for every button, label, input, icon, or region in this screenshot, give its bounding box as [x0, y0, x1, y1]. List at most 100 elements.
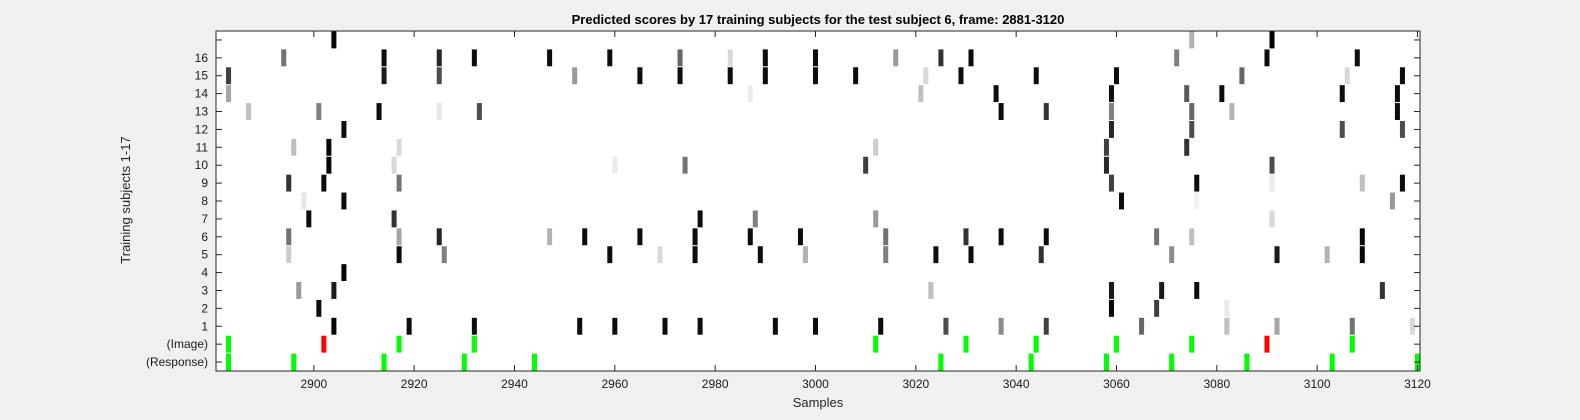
- score-cell: [812, 49, 818, 67]
- score-cell: [1229, 103, 1235, 120]
- x-axis-label: Samples: [793, 395, 844, 410]
- y-tick-label: 16: [195, 51, 209, 65]
- score-cell: [471, 49, 477, 67]
- score-cell: [1184, 85, 1190, 103]
- response-mark: [226, 353, 232, 371]
- score-cell: [772, 317, 778, 335]
- score-cell: [396, 246, 402, 264]
- score-cell: [381, 67, 387, 85]
- score-cell: [1399, 120, 1405, 138]
- score-cell: [993, 85, 999, 103]
- y-tick-label: 5: [201, 248, 208, 262]
- y-tick-label: 12: [195, 122, 209, 136]
- score-cell: [286, 228, 292, 246]
- y-tick-label: 2: [201, 301, 208, 315]
- y-axis-label: Training subjects 1-17: [118, 136, 133, 263]
- score-cell: [677, 67, 683, 85]
- score-cell: [612, 317, 618, 335]
- score-cell: [637, 67, 643, 85]
- x-tick-label: 3020: [902, 377, 929, 391]
- score-cell: [802, 246, 808, 264]
- score-cell: [376, 103, 382, 120]
- score-cell: [998, 103, 1004, 120]
- score-cell: [471, 317, 477, 335]
- x-tick-label: 2960: [601, 377, 628, 391]
- score-cell: [1269, 210, 1275, 228]
- score-cell: [306, 210, 312, 228]
- response-mark: [291, 353, 297, 371]
- score-cell: [286, 174, 292, 192]
- score-cell: [1043, 317, 1049, 335]
- score-cell: [657, 246, 663, 264]
- score-cell: [1224, 317, 1230, 335]
- score-cell: [998, 228, 1004, 246]
- score-cell: [677, 49, 683, 67]
- score-cell: [938, 49, 944, 67]
- score-cell: [1269, 31, 1275, 49]
- y-tick-label: 6: [201, 230, 208, 244]
- score-cell: [692, 246, 698, 264]
- score-cell: [963, 228, 969, 246]
- score-cell: [436, 103, 442, 120]
- score-cell: [1038, 246, 1044, 264]
- score-cell: [1339, 85, 1345, 103]
- score-cell: [883, 246, 889, 264]
- score-cell: [476, 103, 482, 120]
- score-cell: [1108, 85, 1114, 103]
- score-cell: [582, 228, 588, 246]
- score-cell: [1159, 282, 1165, 299]
- x-tick-label: 2980: [702, 377, 729, 391]
- score-cell: [607, 246, 613, 264]
- score-cell: [607, 49, 613, 67]
- response-mark: [381, 353, 387, 371]
- score-cell: [918, 85, 924, 103]
- y-tick-label: 3: [201, 283, 208, 297]
- score-cell: [933, 246, 939, 264]
- score-cell: [762, 49, 768, 67]
- image-mark: [226, 335, 232, 353]
- score-cell: [747, 85, 753, 103]
- x-tick-label: 3100: [1304, 377, 1331, 391]
- x-tick-label: 3000: [802, 377, 829, 391]
- image-mark: [1033, 335, 1039, 353]
- image-mark: [396, 335, 402, 353]
- score-cell: [316, 103, 322, 120]
- score-cell: [547, 49, 553, 67]
- score-cell: [1108, 174, 1114, 192]
- x-tick-label: 3060: [1103, 377, 1130, 391]
- y-tick-label: 11: [196, 140, 209, 154]
- image-mark: [873, 335, 879, 353]
- score-cell: [326, 156, 332, 174]
- score-cell: [1194, 192, 1200, 210]
- score-cell: [1219, 85, 1225, 103]
- score-cell: [752, 210, 758, 228]
- score-cell: [1359, 174, 1365, 192]
- score-cell: [998, 317, 1004, 335]
- score-cell: [1184, 138, 1190, 156]
- score-cell: [1113, 67, 1119, 85]
- score-cell: [1119, 192, 1125, 210]
- y-tick-label: 15: [195, 69, 209, 83]
- score-cell: [1139, 317, 1145, 335]
- score-cell: [406, 317, 412, 335]
- score-cell: [1224, 299, 1230, 317]
- score-cell: [1169, 246, 1175, 264]
- score-cell: [1194, 174, 1200, 192]
- score-cell: [291, 138, 297, 156]
- y-tick-label: 8: [201, 194, 208, 208]
- image-mark: [1349, 335, 1355, 353]
- score-cell: [943, 317, 949, 335]
- score-cell: [923, 67, 929, 85]
- image-mark: [1264, 335, 1270, 353]
- score-cell: [878, 317, 884, 335]
- score-cell: [577, 317, 583, 335]
- score-cell: [812, 317, 818, 335]
- score-cell: [697, 210, 703, 228]
- score-cell: [1239, 67, 1245, 85]
- image-mark: [321, 335, 327, 353]
- score-cell: [682, 156, 688, 174]
- score-cell: [326, 138, 332, 156]
- score-cell: [286, 246, 292, 264]
- score-cell: [396, 138, 402, 156]
